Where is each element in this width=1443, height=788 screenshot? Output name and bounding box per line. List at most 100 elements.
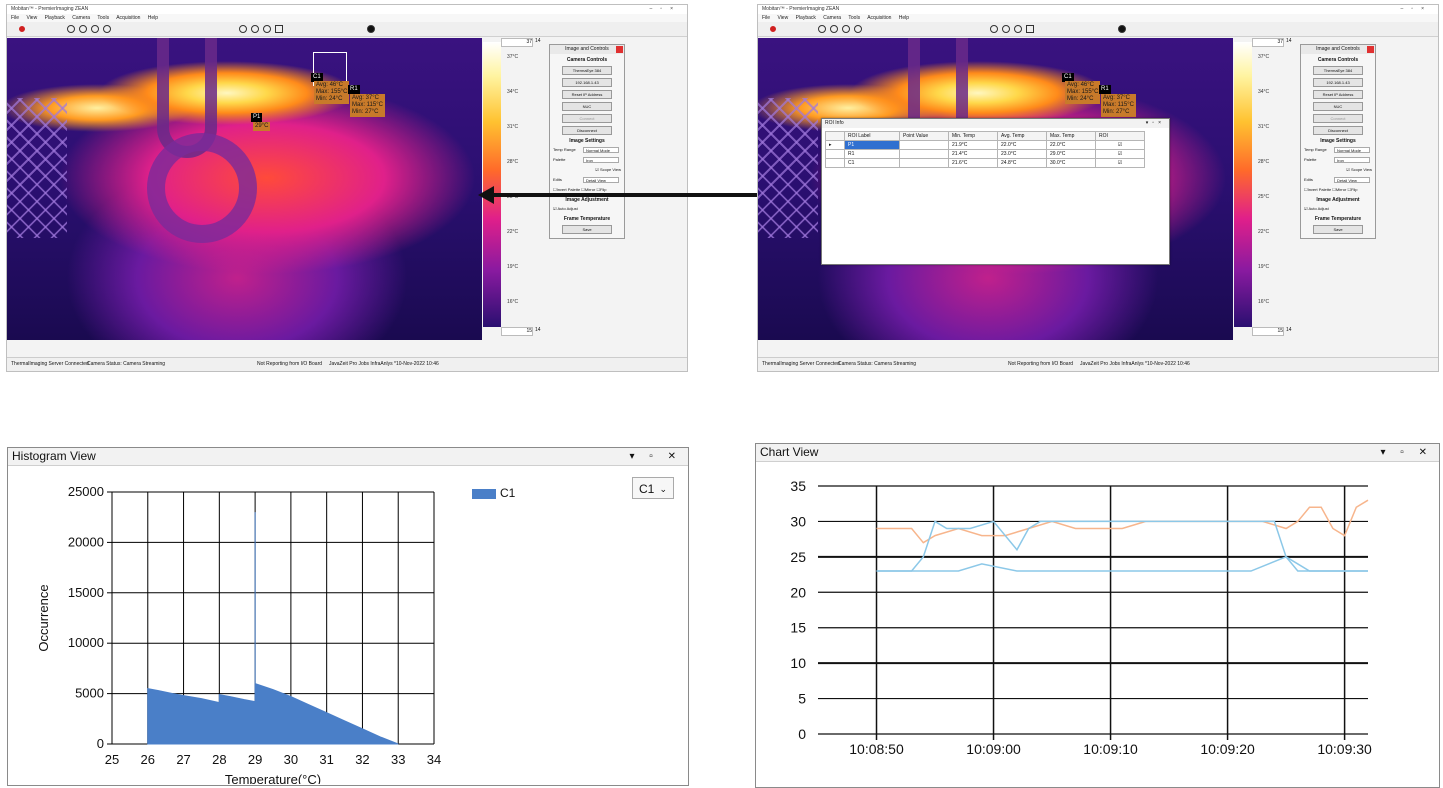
thermal-image[interactable]: C1 Avg: 46°C Max: 155°C Min: 24°C R1 Avg… xyxy=(7,38,482,340)
camera-select[interactable]: ThermaEye 384 xyxy=(1313,66,1363,75)
menu-file[interactable]: File xyxy=(11,15,20,21)
rewind-icon[interactable] xyxy=(103,25,111,33)
menu-view[interactable]: View xyxy=(777,15,789,21)
mirror-checkbox[interactable]: Mirror xyxy=(1335,187,1347,192)
roi-checkbox[interactable]: ☑ xyxy=(1095,158,1145,168)
menu-help[interactable]: Help xyxy=(147,15,159,21)
cell-point[interactable] xyxy=(899,158,949,168)
panel-close-icon[interactable] xyxy=(616,46,623,53)
detail-view-select[interactable]: Detail View xyxy=(583,177,619,183)
palette-select[interactable]: Iron xyxy=(583,157,619,163)
window-controls[interactable]: –▫× xyxy=(649,6,681,12)
roi-checkbox[interactable]: ☑ xyxy=(1095,140,1145,150)
menu-playback[interactable]: Playback xyxy=(795,15,816,21)
cell-label[interactable]: C1 xyxy=(844,158,900,168)
palette-min-field[interactable]: 15 xyxy=(501,327,533,336)
temp-range-select[interactable]: Normal Mode xyxy=(583,147,619,153)
record-icon[interactable] xyxy=(770,26,776,32)
cell-point[interactable] xyxy=(899,149,949,159)
save-button[interactable]: Save xyxy=(562,225,612,234)
line-roi-icon[interactable] xyxy=(1014,25,1022,33)
rect-roi-icon[interactable] xyxy=(275,25,283,33)
rewind-icon[interactable] xyxy=(854,25,862,33)
menu-playback[interactable]: Playback xyxy=(44,15,65,21)
palette-max-field[interactable]: 37 xyxy=(501,38,533,47)
connect-button[interactable]: Connect xyxy=(1313,114,1363,123)
reset-ip-button[interactable]: Reset IP Address xyxy=(1313,90,1363,99)
menu-view[interactable]: View xyxy=(26,15,38,21)
connect-button[interactable]: Connect xyxy=(562,114,612,123)
point-roi-icon[interactable] xyxy=(251,25,259,33)
menu-camera[interactable]: Camera xyxy=(823,15,842,21)
disconnect-button[interactable]: Disconnect xyxy=(562,126,612,135)
tick-6: 19°C xyxy=(1258,264,1270,270)
auto-adjust-checkbox[interactable]: Auto Adjust xyxy=(1308,206,1329,211)
stop-icon[interactable] xyxy=(91,25,99,33)
pause-icon[interactable] xyxy=(79,25,87,33)
nuc-button[interactable]: NUC xyxy=(562,102,612,111)
palette-max-field[interactable]: 37 xyxy=(1252,38,1284,47)
menu-acquisition[interactable]: Acquisition xyxy=(867,15,892,21)
flip-checkbox[interactable]: Flip xyxy=(1351,187,1358,192)
settings-icon[interactable] xyxy=(367,25,375,33)
auto-adjust-row[interactable]: ☑ Auto Adjust xyxy=(553,206,578,211)
mirror-checkbox[interactable]: Mirror xyxy=(584,187,596,192)
reset-ip-button[interactable]: Reset IP Address xyxy=(562,90,612,99)
disconnect-button[interactable]: Disconnect xyxy=(1313,126,1363,135)
cell-point[interactable] xyxy=(899,140,949,150)
panel-close-icon[interactable] xyxy=(1367,46,1374,53)
rect-roi-icon[interactable] xyxy=(1026,25,1034,33)
image-controls-panel: Image and Controls Camera Controls Therm… xyxy=(1300,44,1376,239)
nuc-button[interactable]: NUC xyxy=(1313,102,1363,111)
palette-min-field[interactable]: 15 xyxy=(1252,327,1284,336)
flip-checkbox[interactable]: Flip xyxy=(600,187,607,192)
temp-range-select[interactable]: Normal Mode xyxy=(1334,147,1370,153)
auto-adjust-row[interactable]: ☑ Auto Adjust xyxy=(1304,206,1329,211)
scope-view-checkbox[interactable]: Scope View xyxy=(599,167,621,172)
pause-icon[interactable] xyxy=(830,25,838,33)
scope-view-row[interactable]: ☑ Scope View xyxy=(1346,167,1372,172)
menu-acquisition[interactable]: Acquisition xyxy=(116,15,141,21)
ip-select[interactable]: 192.168.1.43 xyxy=(562,78,612,87)
thermal-image[interactable]: C1 Avg: 46°C Max: 155°C Min: 24°C R1 Avg… xyxy=(758,38,1233,340)
palette-select[interactable]: Iron xyxy=(1334,157,1370,163)
record-icon[interactable] xyxy=(19,26,25,32)
auto-adjust-checkbox[interactable]: Auto Adjust xyxy=(557,206,578,211)
detail-view-select[interactable]: Detail View xyxy=(1334,177,1370,183)
window-controls[interactable]: –▫× xyxy=(1400,6,1432,12)
table-row[interactable]: C1 21.6°C 24.8°C 30.0°C ☑ xyxy=(825,158,1145,168)
camera-select[interactable]: ThermaEye 384 xyxy=(562,66,612,75)
menu-help[interactable]: Help xyxy=(898,15,910,21)
play-icon[interactable] xyxy=(818,25,826,33)
window-controls[interactable]: ▾ ▫ ✕ xyxy=(629,451,682,462)
y-tick-label: 10000 xyxy=(68,635,104,650)
stop-icon[interactable] xyxy=(842,25,850,33)
cell-label[interactable]: P1 xyxy=(844,140,900,150)
scope-view-checkbox[interactable]: Scope View xyxy=(1350,167,1372,172)
cell-label[interactable]: R1 xyxy=(844,149,900,159)
x-tick-label: 25 xyxy=(105,752,119,767)
palette-label: Palette xyxy=(1304,157,1317,162)
menu-camera[interactable]: Camera xyxy=(72,15,91,21)
settings-icon[interactable] xyxy=(1118,25,1126,33)
window-controls[interactable]: ▾ ▫ ✕ xyxy=(1380,447,1433,458)
play-icon[interactable] xyxy=(67,25,75,33)
menu-tools[interactable]: Tools xyxy=(97,15,110,21)
table-row[interactable]: ▸ P1 21.9°C 22.0°C 22.0°C ☑ xyxy=(825,140,1145,150)
invert-palette-checkbox[interactable]: Invert Palette xyxy=(556,187,581,192)
scope-view-row[interactable]: ☑ Scope View xyxy=(595,167,621,172)
roi-select-dropdown[interactable]: C1 ⌄ xyxy=(632,477,674,499)
roi-dialog-controls[interactable]: ▾▫× xyxy=(1145,120,1165,126)
ip-select[interactable]: 192.168.1.43 xyxy=(1313,78,1363,87)
roi-checkbox[interactable]: ☑ xyxy=(1095,149,1145,159)
point-roi-icon[interactable] xyxy=(1002,25,1010,33)
circle-roi-icon[interactable] xyxy=(239,25,247,33)
y-tick-label: 10 xyxy=(790,655,806,671)
line-roi-icon[interactable] xyxy=(263,25,271,33)
menu-file[interactable]: File xyxy=(762,15,771,21)
table-row[interactable]: R1 21.4°C 23.0°C 29.0°C ☑ xyxy=(825,149,1145,159)
menu-tools[interactable]: Tools xyxy=(848,15,861,21)
invert-palette-checkbox[interactable]: Invert Palette xyxy=(1307,187,1332,192)
save-button[interactable]: Save xyxy=(1313,225,1363,234)
circle-roi-icon[interactable] xyxy=(990,25,998,33)
